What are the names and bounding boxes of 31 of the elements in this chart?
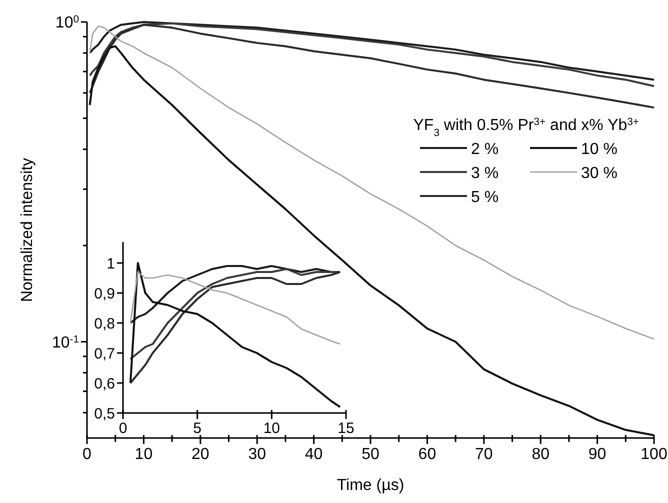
legend-label: 10 % [581, 141, 618, 158]
x-tick-label: 40 [304, 446, 323, 463]
x-tick-label: 80 [532, 446, 550, 463]
legend-label: 5 % [471, 189, 499, 206]
x-tick-label: 5 [193, 420, 202, 437]
legend-label: 2 % [471, 141, 499, 158]
x-tick-label: 0 [118, 420, 128, 437]
y-tick-label: 0,6 [94, 375, 115, 392]
y-tick-label: 10$^{0}$ [55, 14, 80, 32]
x-tick-label: 70 [475, 446, 493, 463]
y-axis-title: Normalized intensity [19, 158, 36, 302]
x-tick-label: 100 [640, 446, 668, 463]
legend-label: 3 % [471, 165, 499, 182]
x-tick-label: 90 [588, 446, 606, 463]
y-tick-label: 0,7 [94, 345, 115, 362]
x-tick-label: 60 [418, 446, 436, 463]
legend-title: YF$_{3}$ with 0.5% Pr$^{3+}$ and x% Yb$^{3+}$ [413, 116, 639, 138]
x-axis-title: Time (µs) [336, 477, 404, 494]
y-tick-label: 0,9 [94, 285, 115, 302]
x-tick-label: 20 [192, 446, 210, 463]
y-tick-label: 0,5 [94, 405, 115, 422]
y-tick-label: 10$^{-1}$ [52, 334, 80, 352]
legend-label: 30 % [581, 165, 618, 182]
x-tick-label: 50 [362, 446, 380, 463]
x-tick-label: 15 [338, 420, 354, 437]
x-tick-label: 10 [134, 446, 153, 463]
x-tick-label: 10 [263, 420, 280, 437]
x-tick-label: 0 [82, 446, 92, 463]
y-tick-label: 0,8 [94, 315, 115, 332]
x-tick-label: 30 [248, 446, 266, 463]
y-tick-label: 1 [106, 255, 115, 272]
